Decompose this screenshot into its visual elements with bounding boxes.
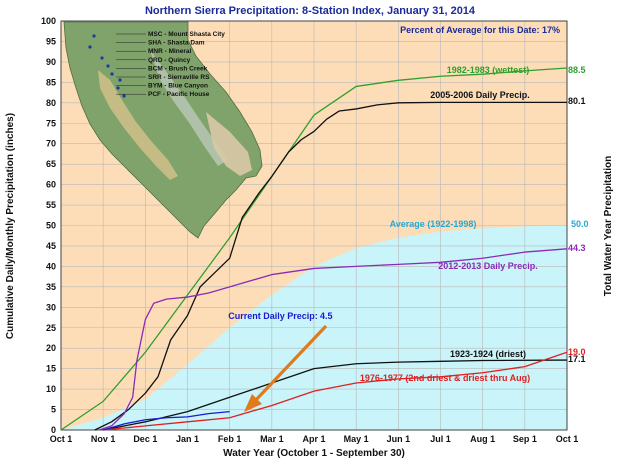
series-label-1982-1983-wettest: 1982-1983 (wettest) (447, 65, 530, 75)
y-tick-label: 70 (46, 139, 56, 149)
y-tick-label: 55 (46, 200, 56, 210)
x-tick-label: Mar 1 (260, 434, 284, 444)
series-value-2005-2006-daily-precip: 80.1 (568, 96, 586, 106)
series-line-1982-1983-wettest (60, 67, 568, 431)
x-tick-label: Jun 1 (387, 434, 411, 444)
map-legend-item: BCM - Brush Creek (148, 65, 208, 72)
station-dot-mnr (100, 56, 104, 60)
map-legend: MSC - Mount Shasta City SHA - Shasta DamM… (116, 31, 225, 98)
y-tick-label: 85 (46, 77, 56, 87)
map-legend-item: PCF - Pacific House (148, 91, 210, 98)
y-tick-label: 25 (46, 323, 56, 333)
x-tick-label: Jul 1 (430, 434, 451, 444)
current-arrow-head (244, 394, 262, 412)
chart-subtitle: Percent of Average for this Date: 17% (400, 25, 560, 35)
x-tick-label: Aug 1 (470, 434, 495, 444)
y-tick-label: 80 (46, 98, 56, 108)
x-tick-label: Apr 1 (302, 434, 325, 444)
map-legend-item: SHA - Shasta Dam (148, 40, 205, 47)
map-legend-item: MNR - Mineral (148, 48, 192, 55)
grid-layer (60, 20, 568, 431)
y-tick-label: 0 (51, 425, 56, 435)
california-map-shape (63, 21, 263, 239)
y-tick-label: 20 (46, 343, 56, 353)
series-line-1976-1977-2nd-driest-driest-thru-aug (103, 351, 568, 431)
map-legend-item: SRR - Sierraville RS (148, 74, 210, 81)
y-tick-label: 90 (46, 57, 56, 67)
text-layer: 0 5 10 15 20 25 30 35 40 45 50 55 60 65 70 75 80 85 90 95 10… (5, 5, 614, 459)
y-tick-label: 40 (46, 261, 56, 271)
x-tick-label: Oct 1 (556, 434, 579, 444)
y-tick-label: 75 (46, 118, 56, 128)
station-dot-bcm (110, 72, 114, 76)
series-label-1923-1924-driest: 1923-1924 (driest) (450, 349, 526, 359)
y-axis-label-right: Total Water Year Precipitation (603, 156, 614, 296)
map-legend-item: QRD - Quincy (148, 57, 191, 64)
current-arrow-shaft (252, 324, 328, 404)
series-value-2012-2013-daily-precip: 44.3 (568, 243, 586, 253)
station-dot-bym (116, 86, 120, 90)
y-tick-label: 65 (46, 159, 56, 169)
series-label-2005-2006-daily-precip: 2005-2006 Daily Precip. (430, 90, 530, 100)
desert-shape (206, 112, 252, 176)
map-legend-item: MSC - Mount Shasta City (148, 31, 225, 38)
y-tick-label: 10 (46, 384, 56, 394)
map-legend-item: BYM - Blue Canyon (148, 83, 208, 90)
series-line-2005-2006-daily-precip (94, 101, 567, 431)
station-dot-sha (88, 45, 92, 49)
series-label-average-1922-1998: Average (1922-1998) (390, 219, 477, 229)
series-label-current-daily-precip: Current Daily Precip: (228, 311, 318, 321)
x-tick-label: May 1 (344, 434, 369, 444)
x-tick-label: Oct 1 (50, 434, 73, 444)
y-tick-label: 5 (51, 405, 56, 415)
station-dot-qrd (106, 64, 110, 68)
series-line-2012-2013-daily-precip (98, 248, 568, 431)
series-value-average-1922-1998: 50.0 (571, 219, 589, 229)
series-line-current-daily-precip (102, 410, 230, 431)
series-layer (60, 67, 568, 431)
california-map-inset: MSC - Mount Shasta City SHA - Shasta DamM… (63, 21, 263, 239)
y-tick-label: 30 (46, 302, 56, 312)
series-value-1923-1924-driest: 17.1 (568, 354, 586, 364)
current-arrow (244, 324, 328, 412)
y-tick-label: 60 (46, 180, 56, 190)
series-value-1982-1983-wettest: 88.5 (568, 65, 586, 75)
series-line-1923-1924-driest (103, 359, 568, 431)
y-tick-label: 50 (46, 221, 56, 231)
x-axis-label: Water Year (October 1 - September 30) (223, 448, 405, 459)
series-label-1976-1977-2nd-driest-driest-thru-aug: 1976-1977 (2nd driest & driest thru Aug) (360, 373, 530, 383)
station-dot-msc (92, 34, 96, 38)
x-tick-label: Feb 1 (218, 434, 242, 444)
y-tick-label: 95 (46, 36, 56, 46)
sierra-range-shape (150, 50, 228, 166)
x-tick-label: Sep 1 (513, 434, 537, 444)
station-dot-pcf (122, 94, 126, 98)
series-value-current-daily-precip: 4.5 (320, 311, 333, 321)
chart-title: Northern Sierra Precipitation: 8-Station… (145, 5, 476, 17)
series-label-2012-2013-daily-precip: 2012-2013 Daily Precip. (438, 261, 538, 271)
central-valley-shape (98, 70, 178, 180)
plot-border (60, 20, 568, 431)
series-value-1976-1977-2nd-driest-driest-thru-aug: 19.0 (568, 347, 586, 357)
map-station-dots (88, 34, 126, 98)
y-tick-label: 15 (46, 364, 56, 374)
x-tick-label: Nov 1 (91, 434, 116, 444)
station-dot-srr (118, 78, 122, 82)
y-tick-label: 100 (41, 16, 56, 26)
x-tick-label: Jan 1 (176, 434, 199, 444)
y-tick-label: 45 (46, 241, 56, 251)
x-tick-label: Dec 1 (133, 434, 157, 444)
y-axis-label: Cumulative Daily/Monthly Precipitation (… (5, 113, 16, 339)
y-tick-label: 35 (46, 282, 56, 292)
